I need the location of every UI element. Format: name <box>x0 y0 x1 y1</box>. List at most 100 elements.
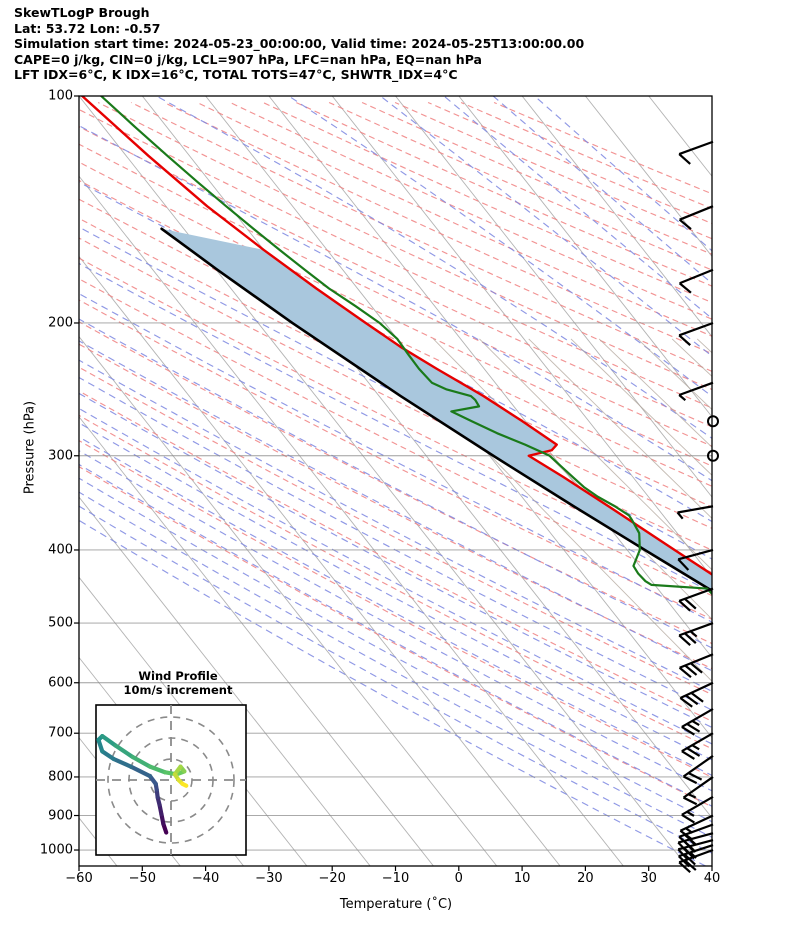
x-tick-label--30: −30 <box>255 871 283 886</box>
y-tick-label-800: 800 <box>48 769 73 785</box>
hodograph-segment <box>130 754 153 769</box>
wind-barb <box>678 587 714 612</box>
barb-full <box>678 334 691 346</box>
barb-full <box>678 600 691 612</box>
hodograph-segment <box>111 756 134 769</box>
hodograph-segment <box>180 781 189 788</box>
wind-barb <box>678 844 714 868</box>
x-tick-label-0: 0 <box>454 871 463 886</box>
y-tick-label-900: 900 <box>48 808 73 824</box>
x-tick-label-10: 10 <box>513 871 531 886</box>
x-tick-label-20: 20 <box>577 871 594 886</box>
hodograph-segment <box>113 743 135 760</box>
moist-adiabat-lines <box>79 96 712 866</box>
wind-barb <box>678 140 714 165</box>
wind-barb <box>678 321 714 346</box>
barb-full <box>683 853 696 866</box>
y-tick-label-200: 200 <box>48 315 73 331</box>
barb-full <box>678 835 691 848</box>
isotherm--40 <box>205 96 712 739</box>
barb-full <box>687 772 703 781</box>
barb-half <box>691 744 700 751</box>
wind-barb <box>681 708 714 736</box>
dry-adiabat-0 <box>79 366 712 696</box>
temperature-path <box>80 96 712 576</box>
moist-adiabat--20 <box>79 407 712 745</box>
hodograph-segment <box>147 764 168 775</box>
hodograph-title-line1: Wind Profile <box>138 669 218 683</box>
x-tick-label-40: 40 <box>703 871 721 886</box>
barb-half <box>689 630 698 638</box>
dry-adiabat-100 <box>79 161 712 467</box>
wind-barb <box>679 814 714 841</box>
barb-full <box>681 726 695 736</box>
header-cape-line: CAPE=0 j/kg, CIN=0 j/kg, LCL=907 hPa, LF… <box>14 51 482 67</box>
isotherm--80 <box>79 255 561 866</box>
calm-wind-circle <box>707 415 719 428</box>
barb-staff <box>678 321 714 337</box>
barb-full <box>685 694 699 706</box>
x-tick-label--40: −40 <box>191 871 220 886</box>
dry-adiabat-120 <box>79 126 712 428</box>
barb-full <box>679 829 693 841</box>
moist-adiabat--5 <box>79 359 712 692</box>
barb-full <box>677 848 690 861</box>
header-times: Simulation start time: 2024-05-23_00:00:… <box>14 36 585 52</box>
moist-adiabat--45 <box>79 477 712 823</box>
barb-full <box>678 218 692 230</box>
dry-adiabat-110 <box>79 143 712 447</box>
wind-barb <box>678 268 714 294</box>
hodograph-segment <box>100 749 116 762</box>
y-tick-label-300: 300 <box>48 448 73 464</box>
shaded-cape-polygon <box>161 228 712 591</box>
parcel-profile-line <box>160 227 712 593</box>
barb-staff <box>679 268 714 285</box>
header-title: SkewTLogP Brough <box>14 5 150 20</box>
barb-full <box>678 282 692 294</box>
barb-full <box>678 153 691 165</box>
x-tick-label--50: −50 <box>128 871 157 886</box>
axis-tick-marks <box>74 95 713 871</box>
barb-half <box>689 851 697 859</box>
isotherm-10 <box>521 96 712 338</box>
wind-barb <box>707 449 719 462</box>
barb-full <box>677 558 690 571</box>
barb-staff <box>678 140 714 156</box>
dry-adiabat-10 <box>79 343 712 670</box>
wind-barb <box>682 754 714 785</box>
wind-barb <box>682 776 714 806</box>
barb-half <box>685 827 694 834</box>
cape-shaded-area <box>161 228 712 591</box>
barb-full <box>684 597 697 610</box>
barb-full <box>681 750 695 760</box>
y-tick-label-600: 600 <box>48 675 73 691</box>
hodograph-inset <box>95 704 247 856</box>
wind-barb <box>681 732 714 760</box>
barb-full <box>683 775 698 785</box>
mixing-ratio-4 <box>528 338 712 519</box>
wind-barb <box>678 205 714 230</box>
isotherm--20 <box>331 96 712 578</box>
y-tick-label-500: 500 <box>48 615 73 631</box>
wind-barb <box>678 622 714 646</box>
barb-full <box>690 692 704 703</box>
barb-full <box>677 841 690 855</box>
moist-adiabat--15 <box>79 392 712 729</box>
mixing-ratio-2 <box>479 338 712 571</box>
y-tick-label-100: 100 <box>48 88 73 104</box>
hodograph-segment <box>128 764 153 779</box>
isotherm--50 <box>141 96 712 819</box>
x-axis-label: Temperature (˚C) <box>339 897 453 912</box>
barb-half <box>686 810 695 817</box>
moist-adiabat-35 <box>156 96 712 440</box>
barb-half <box>676 511 684 520</box>
dewpoint-profile-line <box>100 96 712 596</box>
isotherm--100 <box>79 416 434 866</box>
isotherm--160 <box>0 96 54 866</box>
wind-barb <box>679 681 714 708</box>
barb-full <box>684 664 698 676</box>
parcel-path <box>160 227 712 593</box>
hodograph-title: Wind Profile 10m/s increment <box>103 669 253 697</box>
